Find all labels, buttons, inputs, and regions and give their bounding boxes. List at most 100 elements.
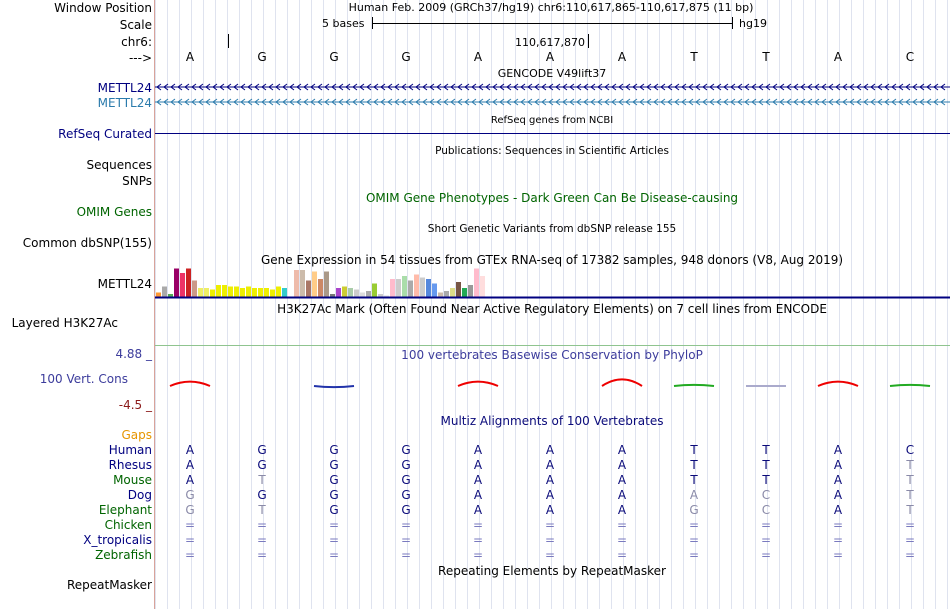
strand-chevron [331,83,337,91]
strand-chevron [429,83,435,91]
alignment-base: = [544,533,556,547]
gencode-gene-label-1[interactable]: METTL24 [97,81,152,95]
gtex-tissue-bar [156,292,161,297]
strand-chevron [450,83,456,91]
alignment-base: = [616,548,628,562]
alignment-base: G [257,488,267,502]
alignment-base: = [328,533,340,547]
species-label-x_tropicalis[interactable]: X_tropicalis [83,533,152,547]
strand-chevron [422,83,428,91]
alignment-base: = [400,548,412,562]
strand-chevron [667,98,673,106]
window-position-label[interactable]: Window Position [54,1,152,15]
conservation-max-label: 4.88 _ [115,347,152,361]
strand-chevron [163,83,169,91]
gaps-label[interactable]: Gaps [121,428,152,442]
strand-chevron [499,98,505,106]
strand-chevron [429,98,435,106]
dbsnp-track-label[interactable]: Common dbSNP(155) [22,236,152,250]
gencode-genes[interactable] [155,82,950,110]
dbsnp-track-title: Short Genetic Variants from dbSNP releas… [427,223,677,235]
strand-chevron [828,83,834,91]
strand-chevron [716,98,722,106]
species-label-dog[interactable]: Dog [127,488,152,502]
reference-base: A [545,50,555,64]
gencode-gene-label-2[interactable]: METTL24 [97,96,152,110]
strand-chevron [261,98,267,106]
strand-chevron [583,83,589,91]
alignment-base: = [832,533,844,547]
strand-chevron [646,98,652,106]
species-label-zebrafish[interactable]: Zebrafish [95,548,152,562]
alignment-base: = [832,518,844,532]
strand-chevron [821,83,827,91]
gtex-tissue-bar [264,288,269,297]
strand-arrow-label[interactable]: ---> [128,51,152,65]
publications-snps-label[interactable]: SNPs [122,174,152,188]
strand-chevron [576,83,582,91]
conservation-track-label[interactable]: 100 Vert. Cons [39,372,128,386]
gtex-bar-chart[interactable] [155,266,950,300]
strand-chevron [156,98,162,106]
alignment-base: G [401,488,411,502]
conservation-peak [817,380,859,387]
gtex-tissue-bar [426,279,431,297]
strand-chevron [317,98,323,106]
refseq-track-label[interactable]: RefSeq Curated [58,127,152,141]
conservation-peak [313,385,355,389]
conservation-wiggle[interactable] [155,372,950,396]
alignment-base: A [545,443,555,457]
strand-chevron [324,98,330,106]
strand-chevron [436,98,442,106]
gtex-tissue-bar [342,286,347,297]
strand-chevron [751,98,757,106]
strand-chevron [212,83,218,91]
strand-chevron [541,98,547,106]
strand-chevron [723,98,729,106]
scale-label[interactable]: Scale [119,18,152,32]
species-label-elephant[interactable]: Elephant [98,503,152,517]
gtex-track-label[interactable]: METTL24 [97,277,152,291]
alignment-base: T [906,458,914,472]
strand-chevron [233,98,239,106]
strand-chevron [261,83,267,91]
strand-chevron [268,83,274,91]
species-label-rhesus[interactable]: Rhesus [108,458,152,472]
strand-chevron [527,98,533,106]
alignment-base: T [690,443,698,457]
strand-chevron [625,98,631,106]
strand-chevron [786,98,792,106]
repeatmasker-track-label[interactable]: RepeatMasker [66,578,152,592]
strand-chevron [926,98,932,106]
alignment-base: = [472,548,484,562]
strand-chevron [338,83,344,91]
strand-chevron [177,83,183,91]
strand-chevron [352,83,358,91]
gtex-tissue-bar [324,271,329,297]
alignment-base: A [473,488,483,502]
strand-chevron [534,98,540,106]
chrom-label[interactable]: chr6: [121,35,152,49]
gtex-tissue-bar [366,291,371,297]
species-label-human[interactable]: Human [108,443,152,457]
alignment-base: = [328,548,340,562]
gtex-tissue-bar [228,286,233,297]
species-label-chicken[interactable]: Chicken [104,518,152,532]
strand-chevron [177,98,183,106]
gtex-tissue-bar [210,289,215,297]
strand-chevron [282,83,288,91]
publications-sequences-label[interactable]: Sequences [86,158,152,172]
strand-chevron [779,98,785,106]
alignment-base: G [185,503,195,517]
strand-chevron [254,83,260,91]
reference-base: A [617,50,627,64]
refseq-gene-line[interactable] [155,133,950,134]
species-label-mouse[interactable]: Mouse [113,473,152,487]
alignment-base: G [329,488,339,502]
strand-chevron [604,98,610,106]
conservation-peak [457,380,499,387]
omim-track-label[interactable]: OMIM Genes [76,205,152,219]
strand-chevron [387,98,393,106]
browser-image[interactable]: Human Feb. 2009 (GRCh37/hg19) chr6:110,6… [155,0,950,609]
h3k27ac-track-label[interactable]: Layered H3K27Ac [11,316,118,330]
